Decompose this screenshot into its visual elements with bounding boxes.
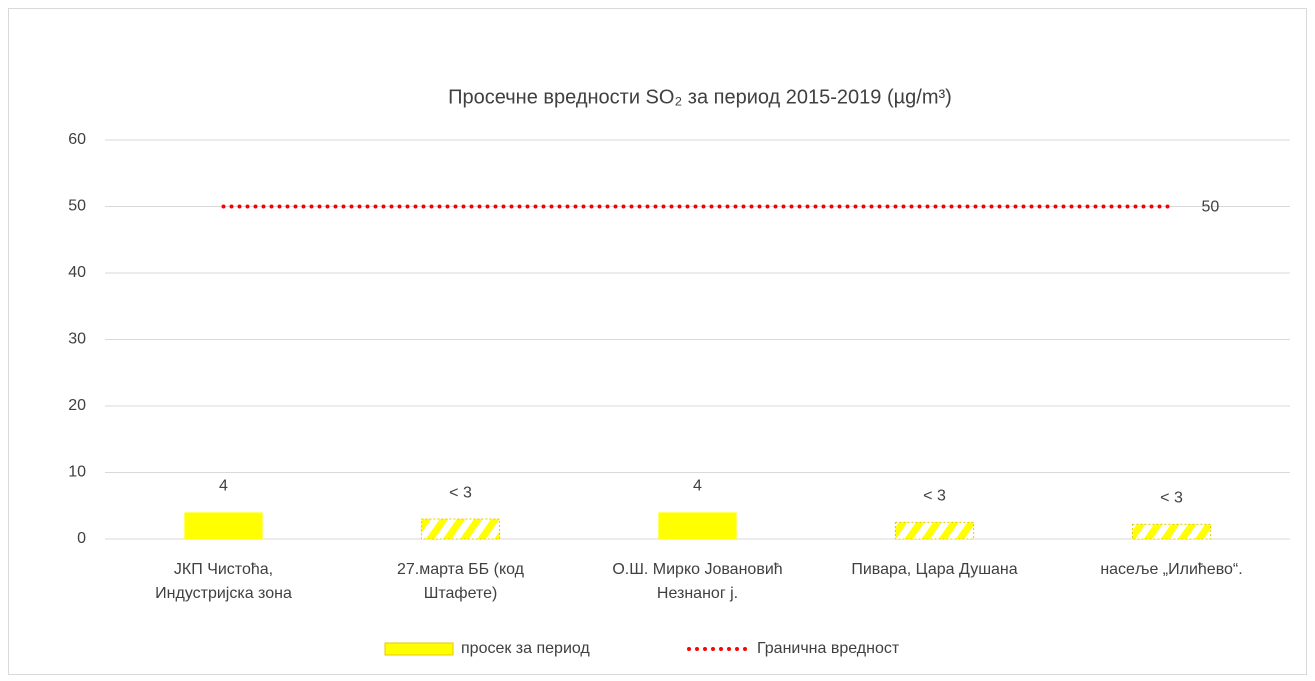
data-label: 4	[693, 478, 702, 495]
bar	[184, 512, 263, 539]
legend-label: Гранична вредност	[757, 640, 900, 657]
x-tick-label: О.Ш. Мирко Јовановић Незнаног ј.	[612, 561, 782, 602]
y-tick-label: 20	[68, 397, 86, 414]
y-tick-label: 30	[68, 331, 86, 348]
x-tick-label: ЈКП Чистоћа, Индустријска зона	[155, 561, 292, 602]
x-tick-line: насеље „Илићево“.	[1100, 561, 1242, 578]
y-tick-label: 60	[68, 131, 86, 148]
bar	[894, 521, 975, 540]
legend-label: просек за период	[461, 640, 590, 657]
data-label: 50	[1202, 199, 1220, 216]
legend-swatch	[384, 642, 454, 656]
x-tick-line: О.Ш. Мирко Јовановић	[612, 561, 782, 578]
data-label: < 3	[923, 488, 946, 505]
x-tick-line: ЈКП Чистоћа,	[174, 561, 273, 578]
x-tick-line: 27.марта ББ (код	[397, 561, 525, 578]
x-tick-line: Незнаног ј.	[657, 585, 738, 602]
chart-frame	[8, 8, 1307, 675]
bar	[658, 512, 737, 539]
bar	[420, 518, 501, 540]
x-tick-label: 27.марта ББ (код Штафете)	[397, 561, 525, 602]
x-tick-line: Штафете)	[424, 585, 498, 602]
y-tick-label: 0	[77, 530, 86, 547]
x-tick-line: Индустријска зона	[155, 585, 292, 602]
y-tick-label: 10	[68, 464, 86, 481]
data-label: 4	[219, 478, 228, 495]
x-tick-label: насеље „Илићево“.	[1100, 561, 1242, 578]
x-tick-line: Пивара, Цара Душана	[851, 561, 1017, 578]
y-tick-label: 40	[68, 264, 86, 281]
y-tick-label: 50	[68, 198, 86, 215]
bar	[1131, 523, 1212, 540]
chart-title: Просечне вредности SO₂ за период 2015-20…	[448, 86, 952, 108]
x-tick-label: Пивара, Цара Душана	[851, 561, 1017, 578]
data-label: < 3	[449, 484, 472, 501]
data-label: < 3	[1160, 490, 1183, 507]
